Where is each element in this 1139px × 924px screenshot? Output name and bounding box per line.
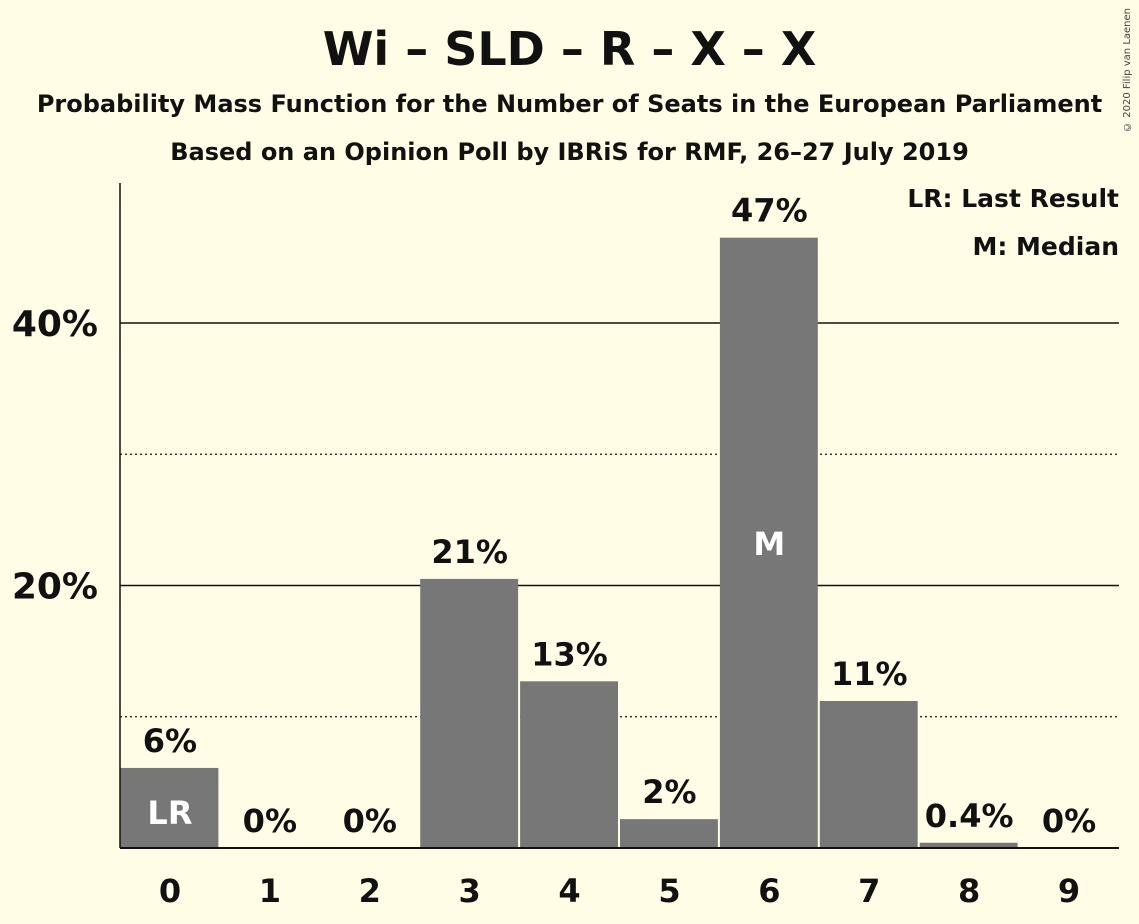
data-label: 6%: [143, 722, 197, 760]
bar: [620, 819, 718, 848]
y-tick-label: 20%: [12, 567, 98, 608]
last-result-marker: LR: [147, 794, 192, 832]
bar: [919, 842, 1018, 848]
bar: [819, 701, 918, 848]
x-tick-label: 4: [558, 872, 580, 910]
x-tick-label: 8: [958, 872, 980, 910]
x-tick-label: 3: [459, 872, 481, 910]
x-tick-label: 7: [858, 872, 880, 910]
chart-source: Based on an Opinion Poll by IBRiS for RM…: [170, 138, 969, 166]
x-tick-label: 6: [758, 872, 780, 910]
x-tick-label: 9: [1058, 872, 1080, 910]
data-label: 0.4%: [925, 797, 1014, 835]
bar: [719, 237, 818, 848]
bar: [420, 578, 519, 848]
median-marker: M: [753, 525, 785, 563]
data-label: 47%: [731, 192, 808, 230]
data-label: 13%: [531, 635, 608, 673]
chart-title: Wi – SLD – R – X – X: [322, 22, 817, 76]
data-label: 0%: [243, 802, 297, 840]
chart-subtitle: Probability Mass Function for the Number…: [36, 90, 1103, 118]
bar: [120, 767, 219, 848]
data-label: 0%: [1042, 802, 1096, 840]
data-label: 0%: [343, 802, 397, 840]
x-tick-label: 5: [658, 872, 680, 910]
bar: [520, 681, 618, 848]
x-tick-label: 1: [259, 872, 281, 910]
legend-median: M: Median: [972, 232, 1119, 261]
legend-last-result: LR: Last Result: [907, 184, 1119, 213]
x-tick-label: 0: [159, 872, 181, 910]
y-tick-label: 40%: [12, 304, 98, 345]
data-label: 21%: [431, 533, 508, 571]
x-tick-label: 2: [359, 872, 381, 910]
data-label: 11%: [831, 655, 908, 693]
data-label: 2%: [642, 773, 696, 811]
